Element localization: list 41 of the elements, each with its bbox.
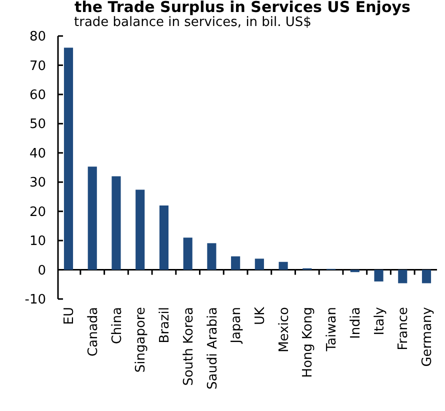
bar	[398, 270, 408, 284]
x-tick-label: Japan	[229, 307, 244, 344]
y-tick-label: 40	[29, 146, 46, 162]
bar	[278, 262, 288, 270]
bar	[64, 48, 74, 270]
bar	[207, 243, 216, 270]
bar	[136, 190, 145, 270]
x-tick-label: Mexico	[276, 306, 292, 352]
x-tick-label: Singapore	[134, 307, 149, 373]
bar	[183, 238, 192, 270]
bar	[422, 270, 432, 284]
y-tick-label: 20	[29, 204, 46, 220]
x-tick-label: India	[348, 307, 364, 339]
x-tick-label: Saudi Arabia	[205, 307, 220, 390]
x-tick-label: UK	[252, 306, 268, 326]
y-tick-label: 80	[29, 30, 46, 45]
chart-subtitle: trade balance in services, in bil. US$	[74, 15, 312, 30]
y-tick-label: 60	[29, 88, 46, 103]
y-tick-label: 10	[29, 234, 46, 250]
x-tick-label: China	[110, 307, 125, 344]
x-tick-label: Brazil	[158, 307, 173, 344]
x-tick-label: Germany	[420, 306, 436, 367]
x-tick-label: Taiwan	[324, 307, 340, 352]
y-tick-label: 0	[38, 263, 46, 278]
x-tick-label: Italy	[372, 306, 388, 336]
bar	[254, 258, 264, 270]
bar	[112, 176, 121, 270]
bar	[159, 205, 168, 270]
y-tick-label: 70	[29, 58, 46, 74]
chart-title: the Trade Surplus in Services US Enjoys	[74, 0, 411, 16]
x-tick-label: EU	[62, 307, 78, 325]
x-tick-label: Hong Kong	[300, 307, 316, 378]
y-tick-label: -10	[24, 292, 46, 308]
y-tick-label: 30	[29, 176, 46, 191]
bar	[88, 166, 97, 270]
bar	[374, 270, 384, 282]
x-tick-label: South Korea	[181, 307, 196, 386]
x-tick-label: Canada	[86, 307, 101, 356]
y-tick-label: 50	[29, 117, 46, 132]
bar	[231, 256, 240, 270]
x-tick-label: France	[396, 307, 412, 350]
